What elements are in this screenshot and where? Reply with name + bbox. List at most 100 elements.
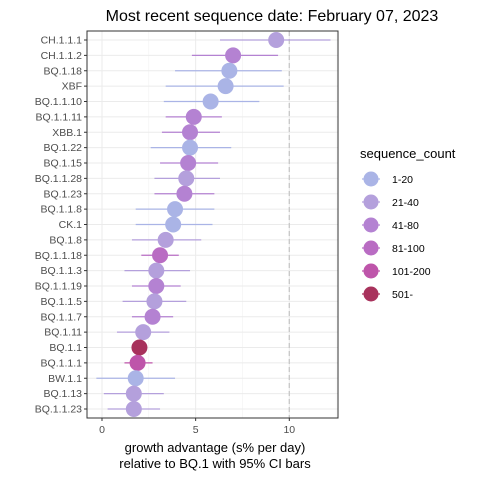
data-row xyxy=(96,370,176,387)
data-row xyxy=(116,324,170,341)
data-row xyxy=(150,139,232,156)
data-row xyxy=(131,339,148,356)
y-tick-label: BQ.1.1.7 xyxy=(41,311,83,323)
legend-label: 21-40 xyxy=(392,197,419,209)
data-row xyxy=(161,124,220,141)
data-row xyxy=(175,62,282,79)
data-row xyxy=(124,262,191,279)
data-point xyxy=(135,324,152,341)
y-tick-label: BQ.1.1.18 xyxy=(35,250,82,262)
legend-label: 81-100 xyxy=(392,243,425,255)
data-point xyxy=(225,47,242,64)
x-axis-title-line1: growth advantage (s% per day) xyxy=(125,440,306,455)
legend-entry: 41-80 xyxy=(362,217,419,233)
data-point xyxy=(146,293,163,310)
data-point xyxy=(202,93,219,110)
data-row xyxy=(160,155,219,171)
legend-entry: 21-40 xyxy=(362,194,419,210)
data-point xyxy=(144,308,161,325)
x-tick-label: 10 xyxy=(283,424,295,436)
data-point xyxy=(180,155,197,171)
y-tick-label: CK.1 xyxy=(59,219,83,231)
data-row xyxy=(219,32,331,48)
data-row xyxy=(165,78,284,95)
plot-panel xyxy=(86,30,339,419)
data-row xyxy=(135,201,215,218)
legend-key-point xyxy=(363,171,379,187)
y-tick-label: BQ.1.1.8 xyxy=(41,204,83,216)
legend-label: 41-80 xyxy=(392,220,419,232)
data-row xyxy=(141,247,179,264)
data-point xyxy=(125,385,142,402)
data-row xyxy=(131,308,174,325)
y-tick-label: BQ.1.1.23 xyxy=(35,404,82,416)
legend-key-point xyxy=(363,240,379,256)
x-axis-title-line2: relative to BQ.1 with 95% CI bars xyxy=(119,456,311,471)
y-tick-label: BW.1.1 xyxy=(48,373,82,385)
y-tick-label: BQ.1.1.5 xyxy=(41,296,83,308)
data-point xyxy=(152,247,169,264)
y-tick-label: BQ.1.15 xyxy=(43,158,82,170)
legend-entry: 101-200 xyxy=(362,263,431,279)
y-tick-label: XBF xyxy=(62,81,82,93)
data-point xyxy=(165,216,182,233)
data-point xyxy=(217,78,234,95)
y-tick-label: BQ.1.1.28 xyxy=(35,173,82,185)
data-point xyxy=(131,339,148,356)
legend-entry: 81-100 xyxy=(362,240,425,256)
x-tick-label: 5 xyxy=(193,424,199,436)
data-row xyxy=(131,231,202,248)
data-point xyxy=(129,354,146,371)
legend-entry: 1-20 xyxy=(362,171,413,187)
legend-label: 1-20 xyxy=(392,174,413,186)
data-point xyxy=(148,278,165,294)
legend-key-point xyxy=(363,286,379,302)
data-point xyxy=(176,185,193,202)
data-point xyxy=(178,170,195,187)
data-point xyxy=(148,262,165,279)
y-tick-label: BQ.1.23 xyxy=(43,188,82,200)
data-row xyxy=(154,185,215,202)
legend-key-point xyxy=(363,217,379,233)
data-row xyxy=(135,216,213,233)
legend-title: sequence_count xyxy=(360,146,456,161)
y-tick-label: BQ.1.1.11 xyxy=(35,111,82,123)
y-tick-label: CH.1.1.2 xyxy=(41,50,83,62)
data-point xyxy=(268,32,285,48)
data-point xyxy=(221,62,238,79)
x-tick-label: 0 xyxy=(99,424,105,436)
data-row xyxy=(165,108,222,125)
y-tick-label: BQ.1.22 xyxy=(43,142,82,154)
legend-label: 101-200 xyxy=(392,266,431,278)
data-point xyxy=(125,401,142,417)
legend-key-point xyxy=(363,194,379,210)
y-tick-label: BQ.1.11 xyxy=(44,327,82,339)
y-tick-label: XBB.1 xyxy=(52,127,82,139)
y-tick-label: BQ.1.1.1 xyxy=(41,357,83,369)
legend: sequence_count 1-20 21-40 41-80 81-100 101-2… xyxy=(360,146,456,302)
data-row xyxy=(103,385,164,402)
y-tick-label: BQ.1.1.19 xyxy=(35,281,82,293)
data-row xyxy=(124,354,153,371)
legend-key-point xyxy=(363,263,379,279)
y-tick-label: BQ.1.1 xyxy=(49,342,82,354)
y-tick-label: BQ.1.1.3 xyxy=(41,265,83,277)
data-row xyxy=(107,401,161,417)
data-row xyxy=(163,93,260,110)
y-tick-label: BQ.1.8 xyxy=(49,234,82,246)
data-point xyxy=(182,124,199,141)
data-row xyxy=(131,278,181,294)
y-tick-label: BQ.1.1.10 xyxy=(35,96,82,108)
y-tick-label: CH.1.1.1 xyxy=(41,35,83,47)
data-point xyxy=(127,370,144,387)
data-point xyxy=(167,201,184,218)
data-row xyxy=(154,170,220,187)
data-row xyxy=(122,293,187,310)
data-point xyxy=(157,231,174,248)
y-axis-tick-labels: CH.1.1.1 CH.1.1.2 BQ.1.18 XBF BQ.1.1.10 BQ.1.… xyxy=(35,35,87,416)
legend-label: 501- xyxy=(392,289,414,301)
data-row xyxy=(191,47,279,64)
data-point xyxy=(185,108,202,125)
y-tick-label: BQ.1.18 xyxy=(43,65,82,77)
